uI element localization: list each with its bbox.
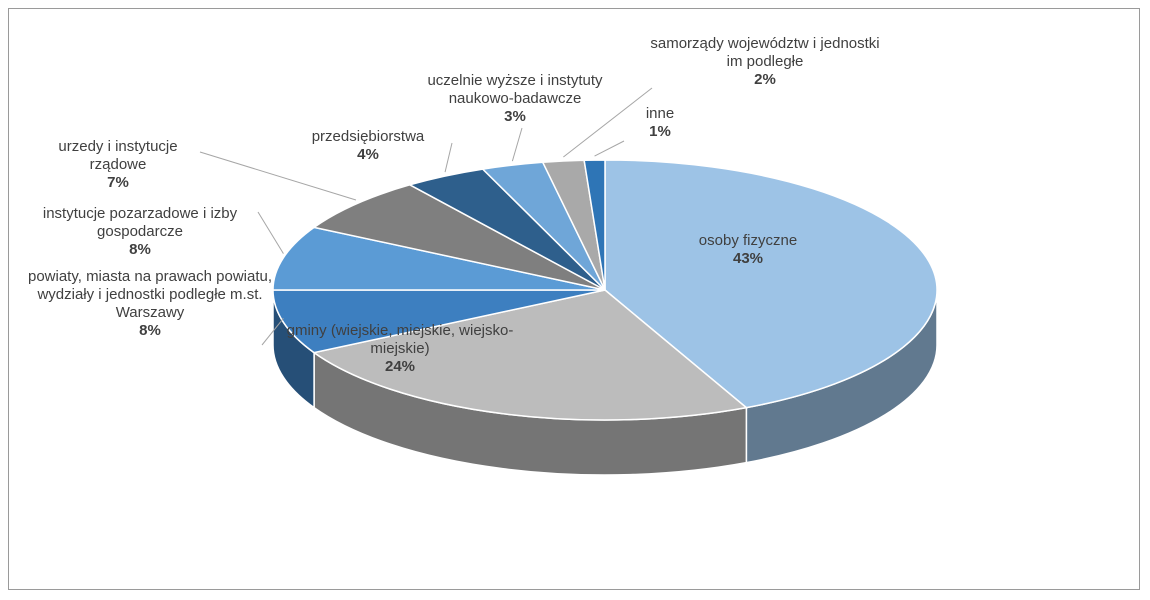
category-label: powiaty, miasta na prawach powiatu, wydz… bbox=[27, 268, 272, 321]
category-label: przedsiębiorstwa bbox=[311, 128, 425, 145]
leader-line bbox=[563, 87, 653, 158]
category-label: gminy (wiejskie, miejskie, wiejsko-miejs… bbox=[286, 322, 514, 357]
slice bbox=[272, 226, 606, 291]
data-label: samorządy województw i jednostki im podl… bbox=[650, 35, 880, 89]
data-label: uczelnie wyższe i instytuty naukowo-bada… bbox=[400, 72, 630, 126]
slice bbox=[312, 289, 749, 421]
category-label: osoby fizyczne bbox=[698, 232, 798, 249]
value-label: 24% bbox=[384, 358, 416, 375]
category-label: inne bbox=[645, 105, 675, 122]
leader-line bbox=[444, 142, 453, 173]
leader-line bbox=[511, 127, 523, 162]
value-label: 3% bbox=[504, 108, 526, 125]
category-label: instytucje pozarzadowe i izby gospodarcz… bbox=[42, 205, 238, 240]
data-label: gminy (wiejskie, miejskie, wiejsko-miejs… bbox=[285, 322, 515, 376]
value-label: 8% bbox=[129, 241, 151, 258]
slice bbox=[604, 159, 938, 409]
category-label: samorządy województw i jednostki im podl… bbox=[650, 35, 880, 70]
category-label: uczelnie wyższe i instytuty naukowo-bada… bbox=[427, 72, 603, 107]
slice bbox=[583, 159, 606, 291]
value-label: 1% bbox=[649, 123, 671, 140]
data-label: urzedy i instytucje rządowe 7% bbox=[28, 138, 208, 192]
data-label: osoby fizyczne 43% bbox=[658, 232, 838, 268]
chart-frame bbox=[8, 8, 1140, 590]
slice bbox=[312, 184, 606, 291]
data-label: inne 1% bbox=[630, 105, 690, 141]
data-label: instytucje pozarzadowe i izby gospodarcz… bbox=[25, 205, 255, 259]
value-label: 2% bbox=[754, 71, 776, 88]
data-label: powiaty, miasta na prawach powiatu, wydz… bbox=[15, 268, 285, 340]
leader-line bbox=[594, 140, 625, 157]
slice bbox=[272, 289, 606, 354]
leader-line bbox=[199, 151, 357, 201]
value-label: 43% bbox=[732, 250, 764, 267]
value-label: 4% bbox=[357, 146, 379, 163]
category-label: urzedy i instytucje rządowe bbox=[58, 138, 178, 173]
leader-line bbox=[257, 211, 284, 254]
leader-line bbox=[261, 318, 284, 346]
value-label: 8% bbox=[139, 322, 161, 339]
data-label: przedsiębiorstwa 4% bbox=[288, 128, 448, 164]
value-label: 7% bbox=[107, 174, 129, 191]
